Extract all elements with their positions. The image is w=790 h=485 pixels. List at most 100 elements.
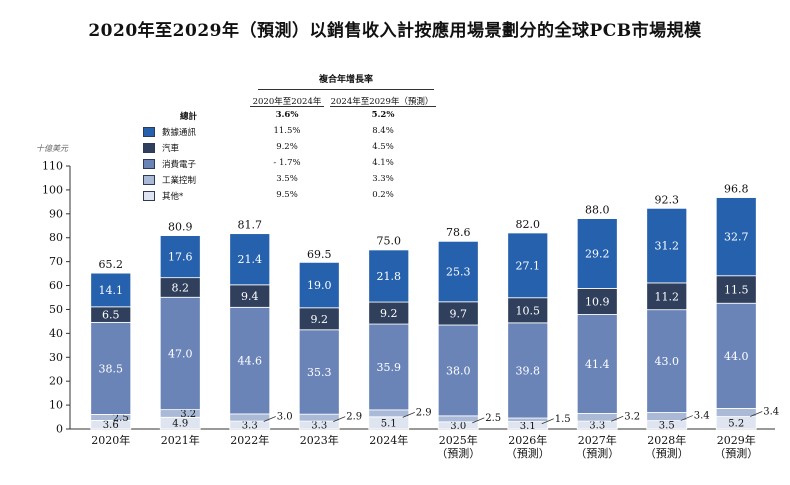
bar-label-2-3: 9.4 <box>241 290 259 303</box>
leader-8 <box>680 415 693 421</box>
bar-total-5: 78.6 <box>446 226 471 239</box>
bar-label-4-2: 35.9 <box>377 361 402 374</box>
legend-swatch-0 <box>143 127 155 137</box>
leader-6 <box>541 418 554 425</box>
bar-label-4-4: 21.8 <box>377 270 402 283</box>
bar-label-7-1: 3.2 <box>624 411 640 422</box>
bar-8-seg-4 <box>646 207 688 284</box>
bar-3-seg-2 <box>298 329 340 415</box>
x-tick-label-8-0: 2028年 <box>647 433 686 447</box>
bar-3-seg-1 <box>298 413 340 422</box>
legend-label-0: 數據通訊 <box>162 128 197 138</box>
bar-6-seg-2 <box>507 322 549 419</box>
bar-label-6-1: 1.5 <box>555 414 571 425</box>
bar-6-seg-4 <box>507 232 549 299</box>
leader-4 <box>402 411 415 418</box>
legend-label-4: 其他* <box>162 192 184 202</box>
y-tick-label-8: 80 <box>49 231 63 244</box>
leader-9 <box>750 411 763 417</box>
bar-6-seg-1 <box>507 417 549 422</box>
bar-7-seg-1 <box>576 413 618 422</box>
legend-swatch-2 <box>143 159 155 169</box>
bar-label-9-0: 5.2 <box>728 418 744 429</box>
bar-2-seg-4 <box>229 233 271 286</box>
bar-7-seg-3 <box>576 288 618 315</box>
x-tick-label-6-0: 2026年 <box>508 433 547 447</box>
bar-total-6: 82.0 <box>516 218 541 231</box>
legend-cagr-2024-2029-1: 4.5% <box>372 142 394 152</box>
x-tick-label-0-0: 2020年 <box>91 433 130 447</box>
bar-label-9-4: 32.7 <box>724 231 749 244</box>
legend-cagr-2024-2029-2: 4.1% <box>372 158 394 168</box>
legend-cagr-2020-2024-1: 9.2% <box>276 142 298 152</box>
bar-label-3-1: 2.9 <box>346 412 362 423</box>
bar-label-8-2: 43.0 <box>655 355 680 368</box>
bar-label-5-2: 38.0 <box>446 364 471 377</box>
bar-label-7-4: 29.2 <box>585 248 610 261</box>
bar-2-seg-1 <box>229 413 271 422</box>
leader-3 <box>333 416 346 423</box>
bar-label-0-0: 3.6 <box>103 420 119 431</box>
bar-9-seg-4 <box>715 197 757 277</box>
leader-2 <box>263 416 276 422</box>
legend-cagr-2024-2029-0: 8.4% <box>372 126 394 136</box>
x-tick-label-6-1: （預測） <box>506 446 550 460</box>
bar-label-3-0: 3.3 <box>311 421 327 432</box>
bar-label-6-0: 3.1 <box>520 421 536 432</box>
bar-0-seg-2 <box>90 321 132 415</box>
bar-0-seg-4 <box>90 272 132 308</box>
y-tick-label-2: 20 <box>49 375 63 388</box>
bar-label-5-1: 2.5 <box>485 413 501 424</box>
cagr-rule-left <box>250 106 324 107</box>
y-tick-label-7: 70 <box>49 255 63 268</box>
x-tick-label-9-0: 2029年 <box>717 433 756 447</box>
legend-cagr-2024-2029-3: 3.3% <box>372 174 394 184</box>
x-tick-label-7-0: 2027年 <box>578 433 617 447</box>
bar-total-2: 81.7 <box>238 219 263 232</box>
y-tick-label-0: 0 <box>56 423 63 436</box>
bar-8-seg-1 <box>646 412 688 422</box>
bar-2-seg-2 <box>229 306 271 415</box>
cagr-col-2020-2024: 2020年至2024年 <box>252 97 322 107</box>
bar-label-1-0: 4.9 <box>172 419 188 430</box>
x-tick-label-1-0: 2021年 <box>161 433 200 447</box>
bar-9-seg-2 <box>715 302 757 409</box>
bar-total-7: 88.0 <box>585 204 610 217</box>
bar-9-seg-1 <box>715 408 757 417</box>
bar-label-0-2: 38.5 <box>99 362 124 375</box>
bar-1-seg-2 <box>159 296 201 411</box>
bar-label-7-0: 3.3 <box>589 421 605 432</box>
bar-label-0-1: 2.5 <box>113 413 129 424</box>
bar-label-5-0: 3.0 <box>450 421 466 432</box>
bar-label-1-3: 8.2 <box>172 281 190 294</box>
bar-label-3-3: 9.2 <box>311 313 329 326</box>
legend-swatch-1 <box>143 143 155 153</box>
bar-label-6-2: 39.8 <box>516 364 541 377</box>
bar-label-5-4: 25.3 <box>446 266 471 279</box>
bar-label-9-1: 3.4 <box>763 407 779 418</box>
y-tick-label-5: 50 <box>49 303 63 316</box>
bar-label-3-4: 19.0 <box>307 279 332 292</box>
y-tick-label-10: 100 <box>42 183 63 196</box>
y-tick-label-6: 60 <box>49 279 63 292</box>
bar-1-seg-4 <box>159 235 201 279</box>
bar-label-9-3: 11.5 <box>724 283 749 296</box>
bar-label-2-2: 44.6 <box>238 355 263 368</box>
x-tick-label-9-1: （預測） <box>714 446 758 460</box>
y-tick-label-1: 10 <box>49 399 63 412</box>
bar-label-5-3: 9.7 <box>450 307 468 320</box>
legend-cagr-2020-2024-4: 9.5% <box>276 190 298 200</box>
cagr-header: 複合年增長率 <box>258 72 434 90</box>
legend-cagr-2024-2029-4: 0.2% <box>372 190 394 200</box>
bar-label-9-2: 44.0 <box>724 350 749 363</box>
bar-7-seg-4 <box>576 218 618 289</box>
total-cagr-2024-2029: 5.2% <box>371 110 395 120</box>
bar-4-seg-2 <box>368 323 410 411</box>
y-axis-unit: 十億美元 <box>36 144 68 153</box>
bar-label-2-1: 3.0 <box>277 412 293 423</box>
legend-label-1: 汽車 <box>162 144 180 154</box>
y-tick-label-11: 110 <box>42 160 63 173</box>
x-tick-label-2-0: 2022年 <box>230 433 269 447</box>
bar-5-seg-2 <box>437 324 479 417</box>
